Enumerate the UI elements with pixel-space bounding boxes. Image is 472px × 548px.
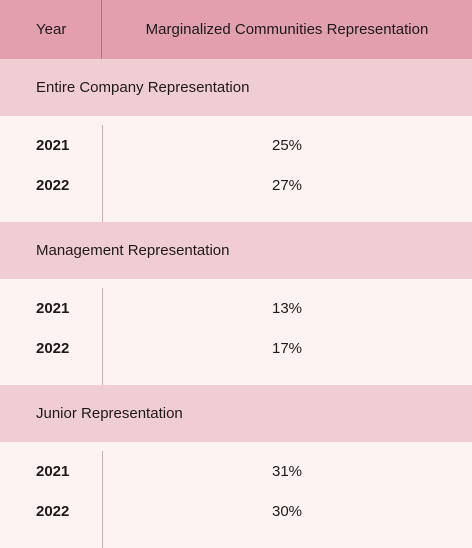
- table-row: 2022 30%: [0, 491, 472, 531]
- header-representation: Marginalized Communities Representation: [145, 21, 429, 38]
- row-year: 2022: [36, 339, 70, 357]
- table-row: 2022 17%: [0, 328, 472, 368]
- section-body-entire-company: 2021 25% 2022 27%: [0, 125, 472, 222]
- row-value: 27%: [271, 176, 303, 194]
- table-row: 2021 25%: [0, 125, 472, 165]
- row-year: 2021: [36, 136, 70, 154]
- section-title-junior: Junior Representation: [0, 385, 472, 442]
- table-row: 2021 13%: [0, 288, 472, 328]
- section-body-junior: 2021 31% 2022 30%: [0, 451, 472, 548]
- row-year: 2022: [36, 502, 70, 520]
- row-value: 31%: [271, 462, 303, 480]
- header-year: Year: [0, 0, 102, 59]
- row-year: 2022: [36, 176, 70, 194]
- row-value: 13%: [271, 299, 303, 317]
- table-row: 2022 27%: [0, 165, 472, 205]
- section-body-management: 2021 13% 2022 17%: [0, 288, 472, 385]
- row-value: 17%: [271, 339, 303, 357]
- section-title-management: Management Representation: [0, 222, 472, 279]
- row-year: 2021: [36, 299, 70, 317]
- row-value: 30%: [271, 502, 303, 520]
- section-title-entire-company: Entire Company Representation: [0, 59, 472, 116]
- table-header: Year Marginalized Communities Representa…: [0, 0, 472, 59]
- row-value: 25%: [271, 136, 303, 154]
- row-year: 2021: [36, 462, 70, 480]
- table-row: 2021 31%: [0, 451, 472, 491]
